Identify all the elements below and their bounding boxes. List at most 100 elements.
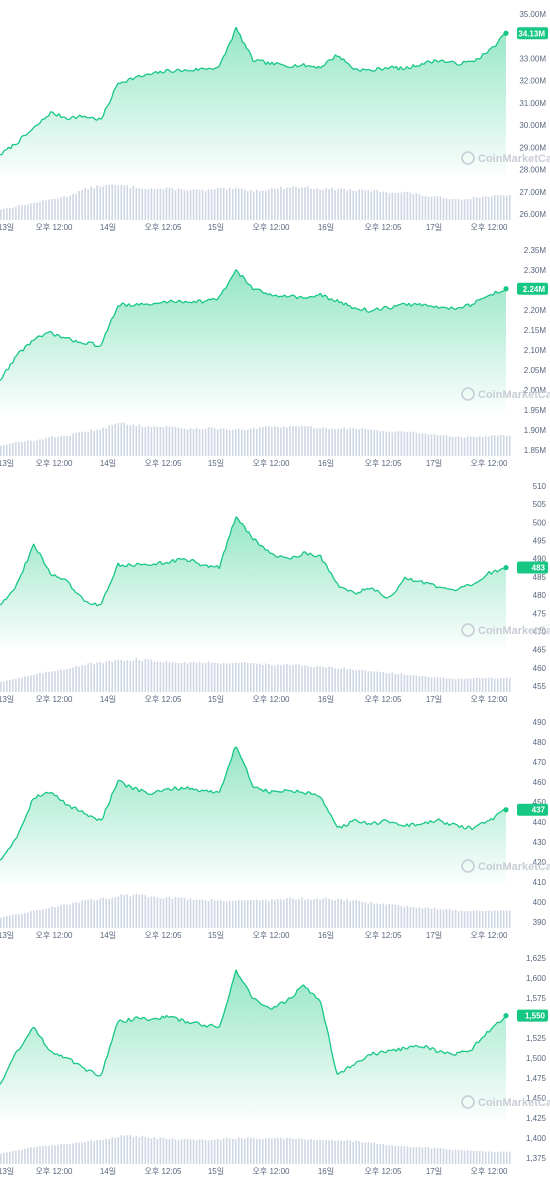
volume-bar	[162, 427, 165, 456]
y-tick-label: 26.00M	[519, 210, 546, 219]
volume-bar	[328, 1140, 330, 1164]
volume-bar	[469, 1150, 472, 1164]
x-tick-label: 14일	[100, 223, 116, 232]
y-tick-label: 30.00M	[519, 121, 546, 130]
volume-bar	[54, 437, 56, 456]
volume-bar	[153, 426, 156, 456]
volume-bar	[243, 1138, 246, 1164]
volume-bar	[24, 913, 26, 928]
volume-bar	[69, 668, 71, 692]
volume-bar	[364, 429, 367, 456]
volume-bar	[249, 663, 252, 692]
volume-bar	[328, 666, 330, 692]
watermark: CoinMarketCap	[461, 859, 550, 873]
volume-bar	[412, 674, 415, 692]
volume-bar	[3, 1152, 5, 1164]
volume-bar	[225, 189, 228, 220]
volume-bar	[27, 204, 29, 220]
volume-bar	[397, 431, 400, 456]
volume-bar	[346, 1140, 348, 1164]
volume-bar	[280, 427, 282, 456]
volume-bar	[373, 671, 376, 692]
volume-bar	[150, 659, 153, 692]
volume-bar	[66, 904, 68, 928]
volume-bar	[69, 904, 71, 928]
y-tick-label: 1,425	[526, 1114, 547, 1123]
volume-bar	[301, 1138, 303, 1164]
price-area-fill	[0, 269, 506, 412]
volume-bar	[42, 673, 44, 692]
volume-bar	[213, 1139, 216, 1164]
volume-bar	[409, 432, 412, 456]
volume-bar	[36, 202, 38, 220]
volume-bar	[436, 677, 439, 692]
volume-bar	[295, 425, 297, 456]
volume-bar	[268, 1137, 270, 1164]
volume-bar	[508, 435, 511, 456]
volume-bar	[105, 428, 108, 456]
y-tick-label: 510	[533, 482, 547, 491]
last-price-dot	[503, 1013, 509, 1019]
volume-bar	[493, 1152, 496, 1164]
volume-bar	[24, 441, 26, 456]
volume-bar	[472, 197, 475, 220]
volume-bar	[280, 186, 282, 220]
volume-bar	[271, 188, 273, 220]
volume-bar	[406, 1146, 409, 1164]
volume-bar	[256, 899, 258, 928]
price-area-fill	[0, 516, 506, 648]
volume-bar	[216, 900, 219, 928]
volume-bar	[493, 195, 496, 220]
volume-bar	[340, 898, 342, 928]
volume-bar	[156, 897, 159, 928]
volume-bar	[99, 1139, 101, 1164]
volume-bar	[415, 908, 418, 928]
volume-bar	[231, 900, 234, 928]
volume-bar	[304, 665, 306, 692]
volume-bar	[352, 669, 354, 692]
volume-bar	[307, 665, 309, 692]
volume-bar	[295, 899, 297, 928]
volume-bar	[207, 427, 210, 456]
volume-bar	[466, 911, 469, 928]
volume-bar	[349, 428, 351, 456]
volume-bar	[367, 429, 370, 456]
volume-bar	[370, 1142, 373, 1164]
volume-bar	[313, 1139, 315, 1164]
volume-bar	[99, 661, 101, 692]
volume-bar	[397, 904, 400, 928]
volume-bar	[490, 196, 493, 220]
price-line-up	[0, 27, 507, 156]
volume-bar	[433, 1147, 436, 1164]
volume-bar	[219, 1139, 222, 1164]
volume-bar	[346, 429, 348, 456]
volume-bar	[240, 900, 243, 928]
volume-bar	[418, 193, 421, 220]
volume-bar	[349, 901, 351, 928]
volume-bar	[9, 208, 11, 220]
y-tick-label: 33.00M	[519, 54, 546, 63]
volume-bar	[75, 902, 77, 928]
volume-bar	[448, 909, 451, 928]
x-tick-label: 17일	[426, 459, 442, 468]
volume-bar	[259, 191, 261, 220]
volume-bar	[33, 441, 35, 456]
y-tick-label: 2.10M	[524, 346, 547, 355]
volume-bar	[123, 661, 126, 692]
volume-bar	[487, 436, 490, 456]
volume-bar	[114, 184, 117, 220]
volume-bar	[445, 678, 448, 692]
volume-bar	[319, 1139, 321, 1164]
volume-bar	[87, 899, 89, 928]
volume-bar	[436, 196, 439, 220]
volume-bar	[105, 898, 108, 928]
volume-bar	[216, 429, 219, 456]
volume-bar	[192, 189, 195, 220]
volume-bar	[24, 205, 26, 220]
volume-bar	[12, 679, 14, 692]
volume-bar	[280, 1137, 282, 1164]
volume-bar	[27, 440, 29, 456]
y-tick-label: 480	[533, 591, 547, 600]
volume-bar	[252, 1138, 255, 1164]
chart-panel-2: 2.35M2.30M2.25M2.20M2.15M2.10M2.05M2.00M…	[0, 236, 550, 472]
